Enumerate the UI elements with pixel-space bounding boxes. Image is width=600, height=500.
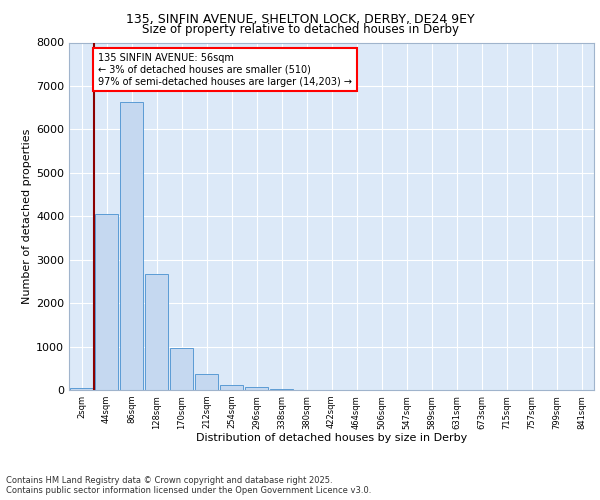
- Bar: [70, 388, 94, 390]
- Bar: [95, 214, 118, 390]
- Text: Size of property relative to detached houses in Derby: Size of property relative to detached ho…: [142, 22, 458, 36]
- Bar: [220, 385, 244, 390]
- Bar: [245, 386, 268, 390]
- Bar: [119, 102, 143, 390]
- Text: 135, SINFIN AVENUE, SHELTON LOCK, DERBY, DE24 9EY: 135, SINFIN AVENUE, SHELTON LOCK, DERBY,…: [125, 12, 475, 26]
- Bar: [269, 388, 293, 390]
- Y-axis label: Number of detached properties: Number of detached properties: [22, 128, 32, 304]
- Bar: [194, 374, 218, 390]
- Bar: [145, 274, 169, 390]
- Bar: [170, 348, 193, 390]
- X-axis label: Distribution of detached houses by size in Derby: Distribution of detached houses by size …: [196, 433, 467, 443]
- Text: 135 SINFIN AVENUE: 56sqm
← 3% of detached houses are smaller (510)
97% of semi-d: 135 SINFIN AVENUE: 56sqm ← 3% of detache…: [98, 54, 352, 86]
- Text: Contains HM Land Registry data © Crown copyright and database right 2025.
Contai: Contains HM Land Registry data © Crown c…: [6, 476, 371, 495]
